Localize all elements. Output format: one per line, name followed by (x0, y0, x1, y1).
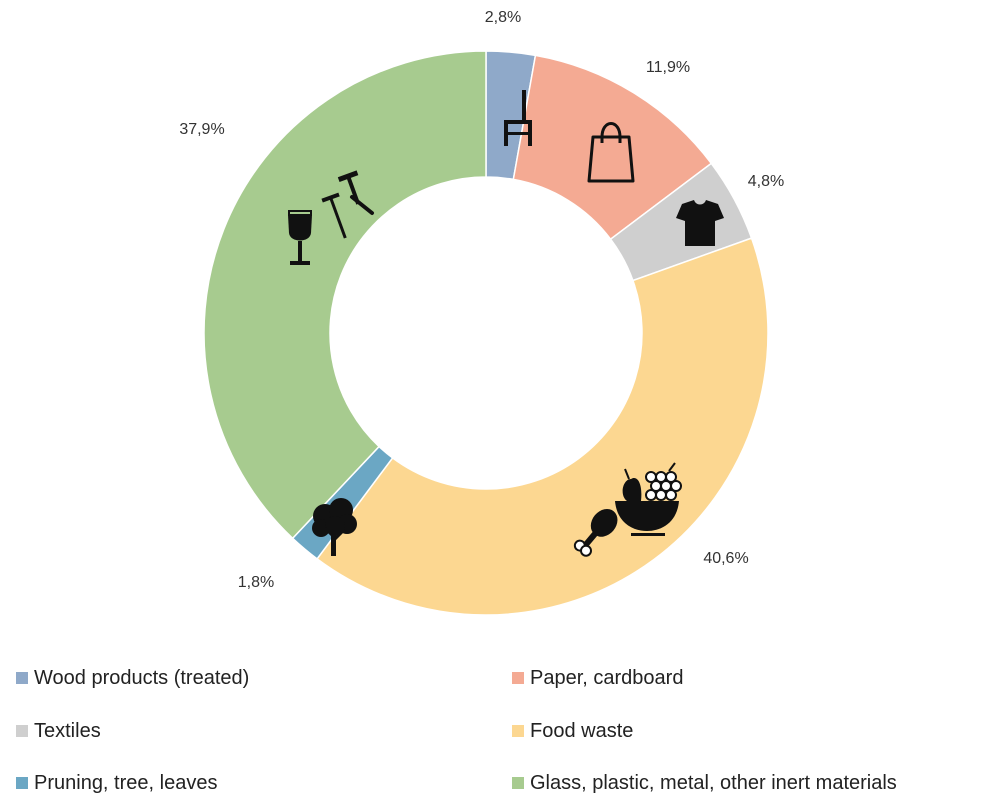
legend-item-food-waste: Food waste (512, 721, 633, 741)
value-label: 11,9% (646, 59, 690, 76)
slice-food-waste (316, 237, 769, 616)
legend-item-paper-cardboard: Paper, cardboard (512, 668, 683, 688)
legend-label: Wood products (treated) (34, 667, 250, 689)
value-label: 1,8% (238, 574, 274, 591)
shopping-bag-icon (587, 122, 635, 183)
slices-group (203, 50, 769, 616)
legend-swatch (16, 777, 28, 789)
value-label: 4,8% (748, 173, 784, 190)
legend-swatch (512, 725, 524, 737)
legend-swatch (16, 672, 28, 684)
legend-swatch (16, 725, 28, 737)
legend-label: Pruning, tree, leaves (34, 772, 218, 794)
glass-and-tools-icon (288, 170, 374, 265)
value-label: 2,8% (485, 9, 521, 26)
legend-swatch (512, 672, 524, 684)
value-label: 40,6% (703, 550, 748, 567)
t-shirt-icon (676, 200, 724, 246)
chair-icon (504, 90, 532, 146)
legend-item-pruning: Pruning, tree, leaves (16, 773, 217, 793)
tree-icon (312, 498, 357, 556)
slice-glass-plastic-metal-other-inert-materials (203, 50, 487, 540)
chart-legend: Wood products (treated) Paper, cardboard… (0, 660, 994, 798)
legend-item-wood-products: Wood products (treated) (16, 668, 249, 688)
legend-item-textiles: Textiles (16, 721, 101, 741)
donut-chart: 2,8% 11,9% 4,8% 40,6% 1,8% 37,9% (179, 9, 784, 616)
value-labels-group: 2,8% 11,9% 4,8% 40,6% 1,8% 37,9% (179, 9, 784, 591)
legend-label: Paper, cardboard (530, 667, 684, 689)
icons-group (288, 90, 724, 557)
food-icon (573, 462, 682, 557)
donut-chart-svg: 2,8% 11,9% 4,8% 40,6% 1,8% 37,9% (179, 9, 784, 616)
legend-label: Textiles (34, 720, 101, 742)
legend-label: Food waste (530, 720, 634, 742)
legend-item-glass-plastic-metal: Glass, plastic, metal, other inert mater… (512, 773, 897, 793)
legend-swatch (512, 777, 524, 789)
value-label: 37,9% (179, 121, 224, 138)
legend-label: Glass, plastic, metal, other inert mater… (530, 772, 897, 794)
